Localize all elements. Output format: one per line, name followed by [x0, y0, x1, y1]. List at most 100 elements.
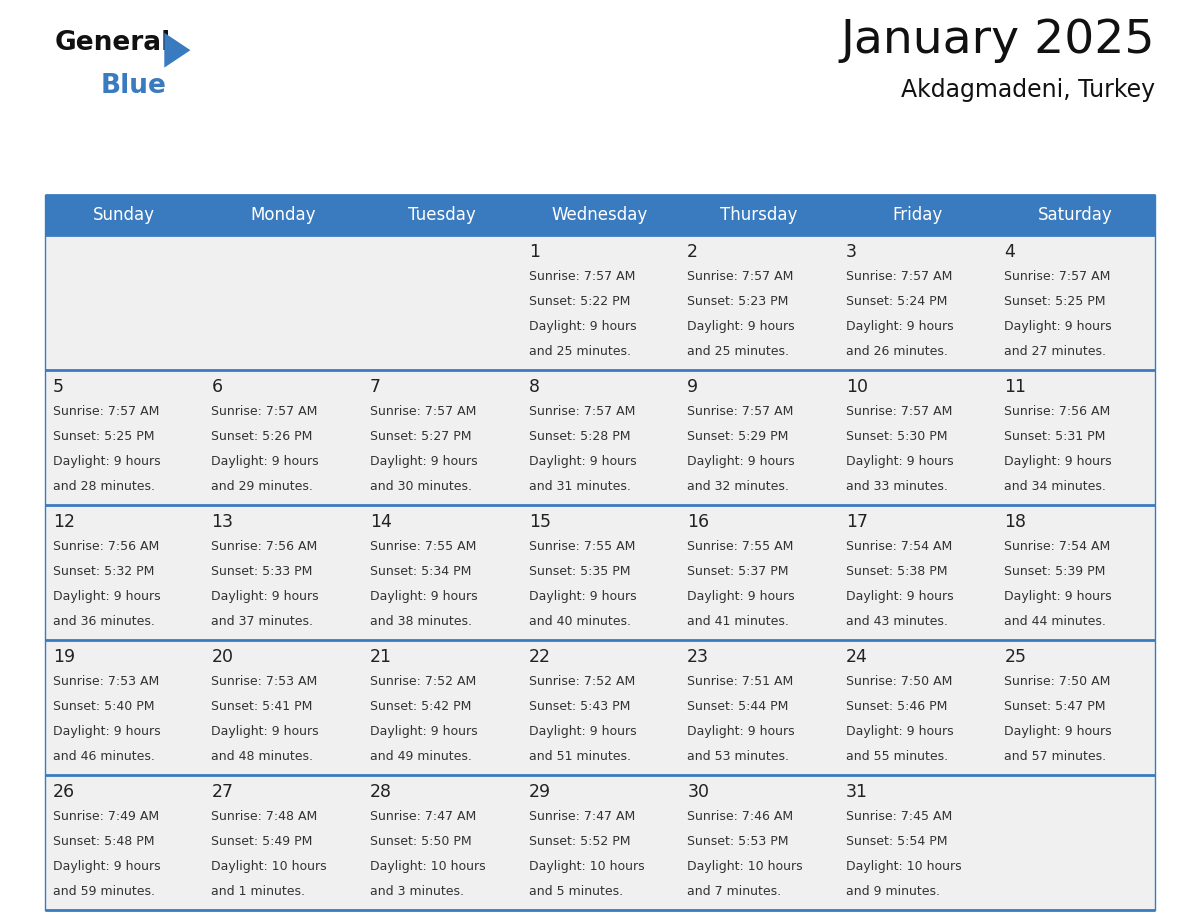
Text: Sunrise: 7:57 AM: Sunrise: 7:57 AM: [846, 270, 952, 283]
Text: and 51 minutes.: and 51 minutes.: [529, 750, 631, 763]
Text: Sunset: 5:28 PM: Sunset: 5:28 PM: [529, 430, 630, 443]
Text: Sunrise: 7:54 AM: Sunrise: 7:54 AM: [1004, 540, 1111, 554]
Text: Daylight: 9 hours: Daylight: 9 hours: [846, 320, 954, 333]
Text: 26: 26: [53, 783, 75, 801]
Text: and 5 minutes.: and 5 minutes.: [529, 885, 623, 898]
Text: 31: 31: [846, 783, 867, 801]
Text: Sunrise: 7:53 AM: Sunrise: 7:53 AM: [53, 675, 159, 688]
Text: Sunset: 5:54 PM: Sunset: 5:54 PM: [846, 835, 947, 848]
Text: Wednesday: Wednesday: [552, 206, 649, 224]
Text: and 53 minutes.: and 53 minutes.: [687, 750, 789, 763]
Text: Sunset: 5:48 PM: Sunset: 5:48 PM: [53, 835, 154, 848]
Text: Daylight: 9 hours: Daylight: 9 hours: [371, 725, 478, 738]
Text: Sunset: 5:34 PM: Sunset: 5:34 PM: [371, 565, 472, 578]
Text: Daylight: 10 hours: Daylight: 10 hours: [846, 860, 961, 873]
Bar: [838, 235, 997, 370]
Text: 28: 28: [371, 783, 392, 801]
Bar: [680, 640, 838, 775]
Text: Sunrise: 7:57 AM: Sunrise: 7:57 AM: [687, 270, 794, 283]
Text: Sunset: 5:50 PM: Sunset: 5:50 PM: [371, 835, 472, 848]
Text: and 44 minutes.: and 44 minutes.: [1004, 615, 1106, 628]
Text: Sunset: 5:38 PM: Sunset: 5:38 PM: [846, 565, 947, 578]
Text: 17: 17: [846, 513, 867, 532]
Text: and 26 minutes.: and 26 minutes.: [846, 345, 948, 358]
Text: Sunrise: 7:50 AM: Sunrise: 7:50 AM: [1004, 675, 1111, 688]
Text: Akdagmadeni, Turkey: Akdagmadeni, Turkey: [901, 78, 1155, 102]
Text: Friday: Friday: [892, 206, 942, 224]
Text: 16: 16: [687, 513, 709, 532]
Text: 27: 27: [211, 783, 234, 801]
Text: Daylight: 9 hours: Daylight: 9 hours: [211, 455, 320, 468]
Bar: [997, 505, 1155, 640]
Bar: [520, 505, 680, 640]
Text: Sunrise: 7:47 AM: Sunrise: 7:47 AM: [529, 810, 634, 823]
Text: Sunset: 5:42 PM: Sunset: 5:42 PM: [371, 700, 472, 713]
Text: Sunrise: 7:47 AM: Sunrise: 7:47 AM: [371, 810, 476, 823]
Text: 19: 19: [53, 648, 75, 666]
Text: 18: 18: [1004, 513, 1026, 532]
Text: Sunset: 5:24 PM: Sunset: 5:24 PM: [846, 295, 947, 308]
Text: 14: 14: [371, 513, 392, 532]
Text: Sunrise: 7:57 AM: Sunrise: 7:57 AM: [53, 405, 159, 418]
Text: General: General: [55, 30, 171, 56]
Text: Daylight: 9 hours: Daylight: 9 hours: [53, 590, 160, 603]
Text: Sunrise: 7:51 AM: Sunrise: 7:51 AM: [687, 675, 794, 688]
Text: Sunset: 5:49 PM: Sunset: 5:49 PM: [211, 835, 312, 848]
Text: and 36 minutes.: and 36 minutes.: [53, 615, 154, 628]
Text: and 7 minutes.: and 7 minutes.: [687, 885, 782, 898]
Bar: [838, 775, 997, 910]
Bar: [203, 640, 362, 775]
Bar: [45, 775, 203, 910]
Text: Sunset: 5:39 PM: Sunset: 5:39 PM: [1004, 565, 1106, 578]
Text: Sunset: 5:31 PM: Sunset: 5:31 PM: [1004, 430, 1106, 443]
Bar: [680, 505, 838, 640]
Bar: [45, 235, 203, 370]
Text: Daylight: 9 hours: Daylight: 9 hours: [529, 725, 637, 738]
Text: Sunrise: 7:56 AM: Sunrise: 7:56 AM: [53, 540, 159, 554]
Text: Sunset: 5:23 PM: Sunset: 5:23 PM: [687, 295, 789, 308]
Text: and 9 minutes.: and 9 minutes.: [846, 885, 940, 898]
Text: Daylight: 9 hours: Daylight: 9 hours: [687, 320, 795, 333]
Bar: [203, 370, 362, 505]
Text: Daylight: 9 hours: Daylight: 9 hours: [211, 590, 320, 603]
Text: and 38 minutes.: and 38 minutes.: [371, 615, 472, 628]
Text: Daylight: 9 hours: Daylight: 9 hours: [687, 590, 795, 603]
Text: Sunset: 5:46 PM: Sunset: 5:46 PM: [846, 700, 947, 713]
Text: 13: 13: [211, 513, 234, 532]
Bar: [838, 640, 997, 775]
Text: Sunset: 5:43 PM: Sunset: 5:43 PM: [529, 700, 630, 713]
Text: 29: 29: [529, 783, 551, 801]
Text: Sunrise: 7:52 AM: Sunrise: 7:52 AM: [529, 675, 634, 688]
Bar: [838, 370, 997, 505]
Text: Daylight: 9 hours: Daylight: 9 hours: [846, 725, 954, 738]
Text: Sunrise: 7:52 AM: Sunrise: 7:52 AM: [371, 675, 476, 688]
Text: and 46 minutes.: and 46 minutes.: [53, 750, 154, 763]
Bar: [997, 775, 1155, 910]
Text: Daylight: 9 hours: Daylight: 9 hours: [1004, 725, 1112, 738]
Text: and 32 minutes.: and 32 minutes.: [687, 480, 789, 493]
Text: Sunset: 5:30 PM: Sunset: 5:30 PM: [846, 430, 947, 443]
Text: Sunset: 5:47 PM: Sunset: 5:47 PM: [1004, 700, 1106, 713]
Text: 30: 30: [687, 783, 709, 801]
Text: 21: 21: [371, 648, 392, 666]
Bar: [680, 775, 838, 910]
Text: January 2025: January 2025: [840, 18, 1155, 63]
Text: Sunset: 5:41 PM: Sunset: 5:41 PM: [211, 700, 312, 713]
Text: 2: 2: [687, 243, 699, 261]
Text: 6: 6: [211, 378, 222, 396]
Bar: [45, 505, 203, 640]
Text: Daylight: 9 hours: Daylight: 9 hours: [846, 455, 954, 468]
Text: Sunrise: 7:57 AM: Sunrise: 7:57 AM: [687, 405, 794, 418]
Text: Sunrise: 7:56 AM: Sunrise: 7:56 AM: [211, 540, 317, 554]
Text: Daylight: 10 hours: Daylight: 10 hours: [211, 860, 327, 873]
Text: Sunset: 5:35 PM: Sunset: 5:35 PM: [529, 565, 630, 578]
Text: 24: 24: [846, 648, 867, 666]
Text: Sunset: 5:22 PM: Sunset: 5:22 PM: [529, 295, 630, 308]
Text: Sunset: 5:52 PM: Sunset: 5:52 PM: [529, 835, 630, 848]
Text: and 31 minutes.: and 31 minutes.: [529, 480, 631, 493]
Bar: [362, 505, 520, 640]
Text: Daylight: 9 hours: Daylight: 9 hours: [1004, 590, 1112, 603]
Bar: [997, 235, 1155, 370]
Text: Sunrise: 7:57 AM: Sunrise: 7:57 AM: [371, 405, 476, 418]
Text: Daylight: 10 hours: Daylight: 10 hours: [529, 860, 644, 873]
